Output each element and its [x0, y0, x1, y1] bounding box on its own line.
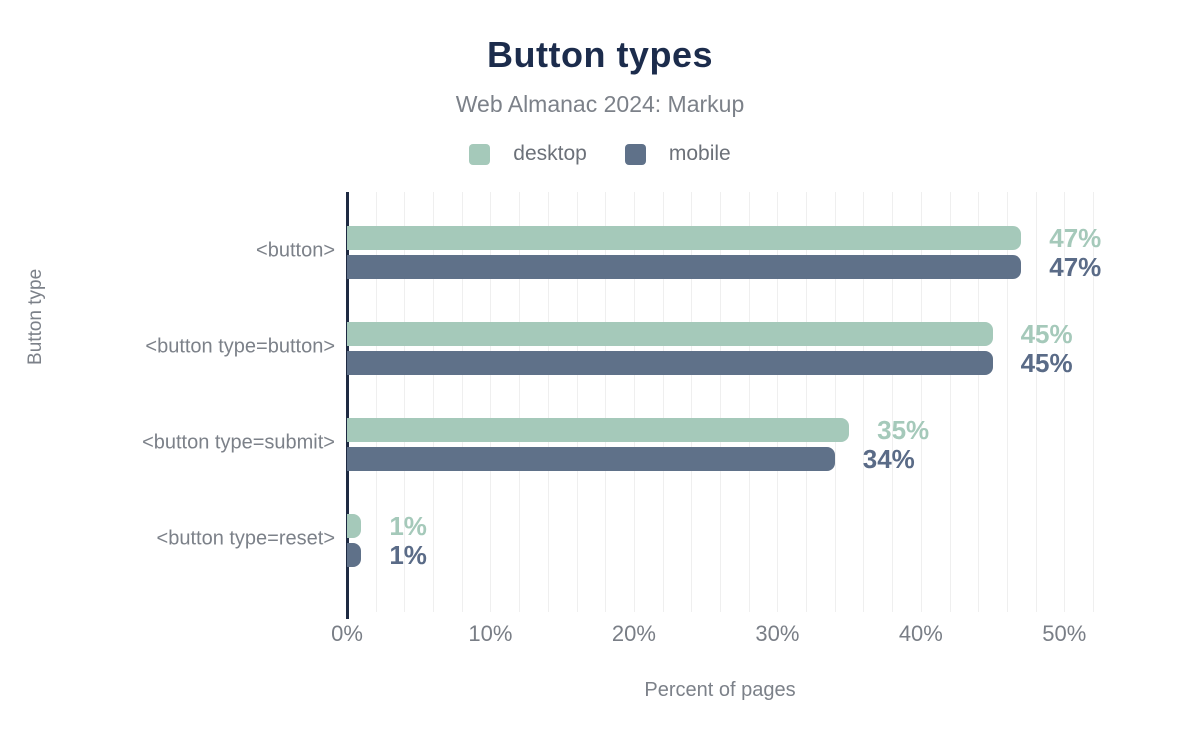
x-tick-label: 10%: [468, 621, 513, 646]
gridline: [978, 192, 980, 612]
x-axis-ticks: 0% 10% 20% 30% 40% 50%: [331, 621, 1093, 647]
gridline: [375, 192, 377, 612]
gridline: [691, 192, 693, 612]
plot-area: 47% 47% 45% 45% 35% 34% 1% 1%: [346, 192, 1101, 619]
gridline: [662, 192, 664, 612]
bar-mobile[interactable]: [347, 543, 362, 567]
legend-item-desktop[interactable]: desktop: [469, 142, 587, 166]
x-tick-label: 40%: [898, 621, 943, 646]
gridline: [949, 192, 951, 612]
gridline: [605, 192, 607, 612]
bar-value-mobile: 34%: [862, 443, 915, 474]
gridline: [777, 192, 779, 612]
legend-label: mobile: [668, 142, 731, 165]
gridline: [433, 192, 435, 612]
gridline: [1006, 192, 1008, 612]
gridline: [1093, 192, 1094, 612]
bar-value-desktop: 35%: [877, 414, 930, 445]
gridline: [1064, 192, 1066, 612]
chart-subtitle: Web Almanac 2024: Markup: [455, 91, 745, 117]
bar-mobile[interactable]: [347, 351, 993, 375]
bar-desktop[interactable]: [347, 514, 362, 538]
bar-value-mobile: 45%: [1020, 347, 1073, 378]
category-label: <button type=reset>: [156, 527, 335, 549]
bar-value-desktop: 45%: [1020, 318, 1073, 349]
gridline: [863, 192, 865, 612]
gridline: [720, 192, 721, 612]
x-tick-label: 20%: [611, 621, 656, 646]
chart-title: Button types: [487, 34, 713, 75]
gridline: [404, 192, 406, 612]
x-tick-label: 0%: [331, 621, 363, 646]
legend-swatch-desktop: [469, 143, 491, 165]
category-label: <button type=button>: [145, 335, 335, 357]
gridline: [1035, 192, 1037, 612]
category-axis-labels: <button> <button type=button> <button type…: [0, 192, 335, 612]
y-axis-line: [346, 192, 349, 619]
gridline: [461, 192, 463, 612]
x-tick-label: 30%: [755, 621, 800, 646]
legend: desktop mobile: [0, 142, 1200, 166]
category-label: <button>: [256, 239, 335, 261]
gridline: [633, 192, 635, 612]
category-label: <button type=submit>: [142, 431, 335, 453]
gridline: [490, 192, 492, 612]
legend-swatch-mobile: [624, 143, 646, 165]
legend-label: desktop: [513, 142, 587, 165]
bar-desktop[interactable]: [347, 418, 850, 442]
gridline: [748, 192, 750, 612]
bar-desktop[interactable]: [347, 322, 993, 346]
x-axis-title: Percent of pages: [644, 679, 796, 701]
bar-value-desktop: 1%: [389, 510, 427, 541]
bar-mobile[interactable]: [347, 447, 835, 471]
gridline: [892, 192, 894, 612]
bar-mobile[interactable]: [347, 255, 1022, 279]
gridline: [806, 192, 808, 612]
x-tick-label: 50%: [1042, 621, 1087, 646]
gridline: [519, 192, 521, 612]
bar-value-desktop: 47%: [1049, 222, 1102, 253]
bar-value-mobile: 1%: [389, 539, 427, 570]
gridline: [547, 192, 549, 612]
gridline: [576, 192, 578, 612]
bar-value-mobile: 47%: [1049, 251, 1102, 282]
legend-item-mobile[interactable]: mobile: [624, 142, 731, 166]
gridline: [920, 192, 922, 612]
bar-desktop[interactable]: [347, 226, 1022, 250]
gridline: [834, 192, 836, 612]
